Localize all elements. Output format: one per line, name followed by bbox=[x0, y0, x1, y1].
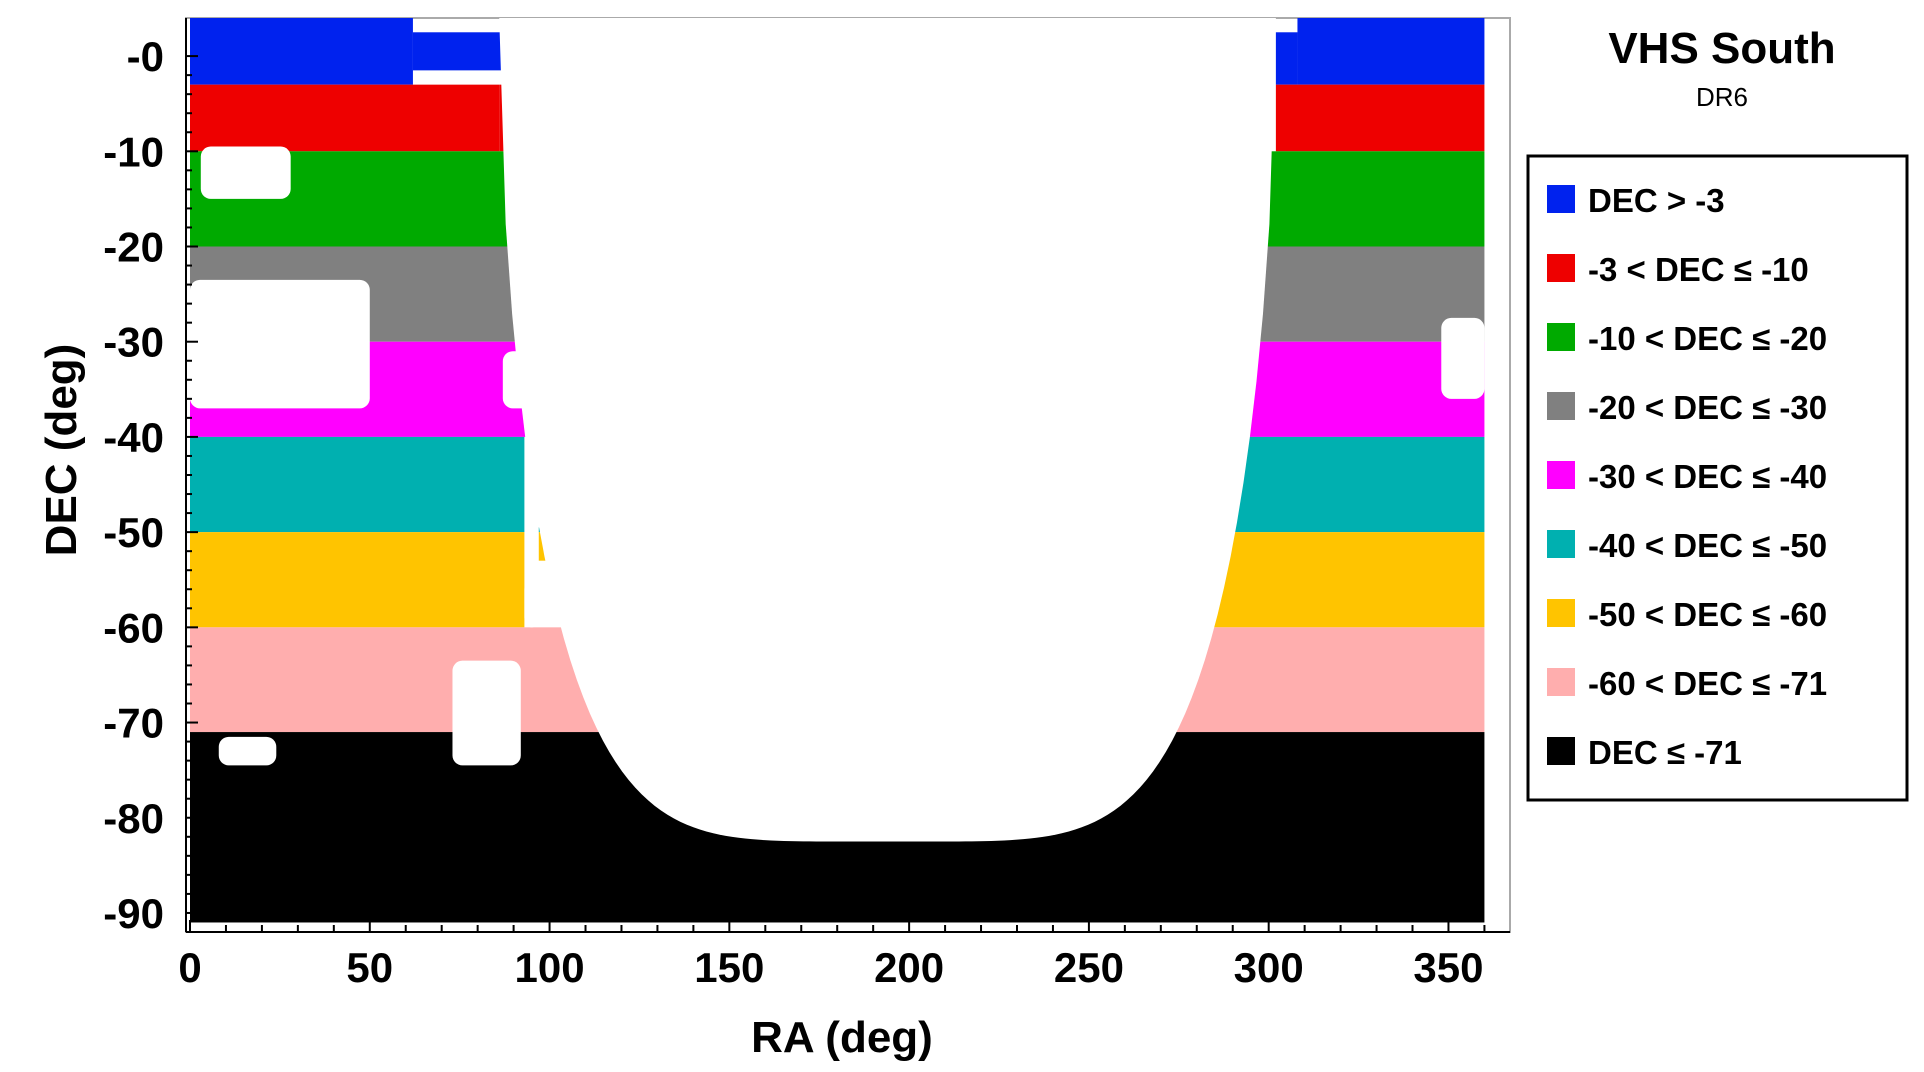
chart-subtitle: DR6 bbox=[1696, 82, 1748, 112]
coverage-bands bbox=[190, 18, 1485, 923]
x-tick-label-7: 350 bbox=[1413, 944, 1483, 991]
y-tick-label-5: -50 bbox=[103, 509, 164, 556]
legend: DEC > -3 -3 < DEC ≤ -10 -10 < DEC ≤ -20 -20… bbox=[1547, 182, 1827, 771]
coverage-band-0-1 bbox=[412, 32, 503, 71]
legend-label-8: DEC ≤ -71 bbox=[1588, 734, 1742, 771]
x-tick-label-3: 150 bbox=[694, 944, 764, 991]
coverage-band-5-0 bbox=[190, 436, 525, 533]
legend-swatch-2 bbox=[1547, 323, 1575, 351]
legend-label-0: DEC > -3 bbox=[1588, 182, 1725, 219]
legend-label-6: -50 < DEC ≤ -60 bbox=[1588, 596, 1827, 633]
coverage-gap-3 bbox=[218, 736, 277, 766]
axes bbox=[185, 18, 1510, 933]
coverage-band-2-1 bbox=[1250, 151, 1485, 247]
coverage-gap-0 bbox=[200, 146, 291, 199]
y-axis-title: DEC (deg) bbox=[37, 344, 86, 557]
x-tick-label-0: 0 bbox=[178, 944, 201, 991]
coverage-gap-1 bbox=[190, 279, 370, 409]
legend-swatch-5 bbox=[1547, 530, 1575, 558]
coverage-band-0-3 bbox=[1275, 32, 1298, 85]
unobserved-region bbox=[499, 18, 1276, 842]
coverage-band-6-0 bbox=[190, 532, 525, 628]
coverage-band-0-2 bbox=[1297, 18, 1485, 85]
tick-labels: 0 50 100 150 200 250 300 350 -0 -10 -20 -30 -40 -50 -6… bbox=[103, 33, 1483, 991]
coverage-band-1-0 bbox=[190, 84, 500, 152]
coverage-band-1-2 bbox=[1275, 84, 1485, 152]
legend-swatch-1 bbox=[1547, 254, 1575, 282]
x-tick-label-6: 300 bbox=[1234, 944, 1304, 991]
legend-label-2: -10 < DEC ≤ -20 bbox=[1588, 320, 1827, 357]
y-tick-label-3: -30 bbox=[103, 319, 164, 366]
x-tick-label-2: 100 bbox=[515, 944, 585, 991]
legend-swatch-0 bbox=[1547, 185, 1575, 213]
y-tick-label-6: -60 bbox=[103, 604, 164, 651]
x-tick-label-5: 250 bbox=[1054, 944, 1124, 991]
legend-label-3: -20 < DEC ≤ -30 bbox=[1588, 389, 1827, 426]
y-tick-label-8: -80 bbox=[103, 795, 164, 842]
coverage-gaps bbox=[190, 146, 1485, 766]
legend-swatch-3 bbox=[1547, 392, 1575, 420]
coverage-gap-4 bbox=[502, 351, 539, 409]
y-tick-label-1: -10 bbox=[103, 128, 164, 175]
coverage-band-0-0 bbox=[190, 18, 413, 85]
legend-swatch-7 bbox=[1547, 668, 1575, 696]
y-tick-label-4: -40 bbox=[103, 414, 164, 461]
y-tick-label-9: -90 bbox=[103, 890, 164, 937]
legend-label-5: -40 < DEC ≤ -50 bbox=[1588, 527, 1827, 564]
y-tick-label-0: -0 bbox=[127, 33, 164, 80]
x-tick-label-1: 50 bbox=[346, 944, 393, 991]
coverage-gap-7 bbox=[1441, 317, 1485, 399]
legend-label-4: -30 < DEC ≤ -40 bbox=[1588, 458, 1827, 495]
y-tick-label-2: -20 bbox=[103, 224, 164, 271]
x-axis-title: RA (deg) bbox=[751, 1013, 933, 1062]
coverage-gap-5 bbox=[524, 579, 539, 628]
legend-swatch-4 bbox=[1547, 461, 1575, 489]
coverage-band-7-0 bbox=[190, 627, 629, 733]
legend-box bbox=[1526, 154, 1909, 802]
legend-swatch-8 bbox=[1547, 737, 1575, 765]
legend-label-7: -60 < DEC ≤ -71 bbox=[1588, 665, 1827, 702]
coverage-gap-2 bbox=[452, 660, 521, 766]
legend-swatch-6 bbox=[1547, 599, 1575, 627]
x-tick-label-4: 200 bbox=[874, 944, 944, 991]
y-tick-label-7: -70 bbox=[103, 700, 164, 747]
chart-title: VHS South bbox=[1608, 24, 1835, 73]
legend-label-1: -3 < DEC ≤ -10 bbox=[1588, 251, 1809, 288]
